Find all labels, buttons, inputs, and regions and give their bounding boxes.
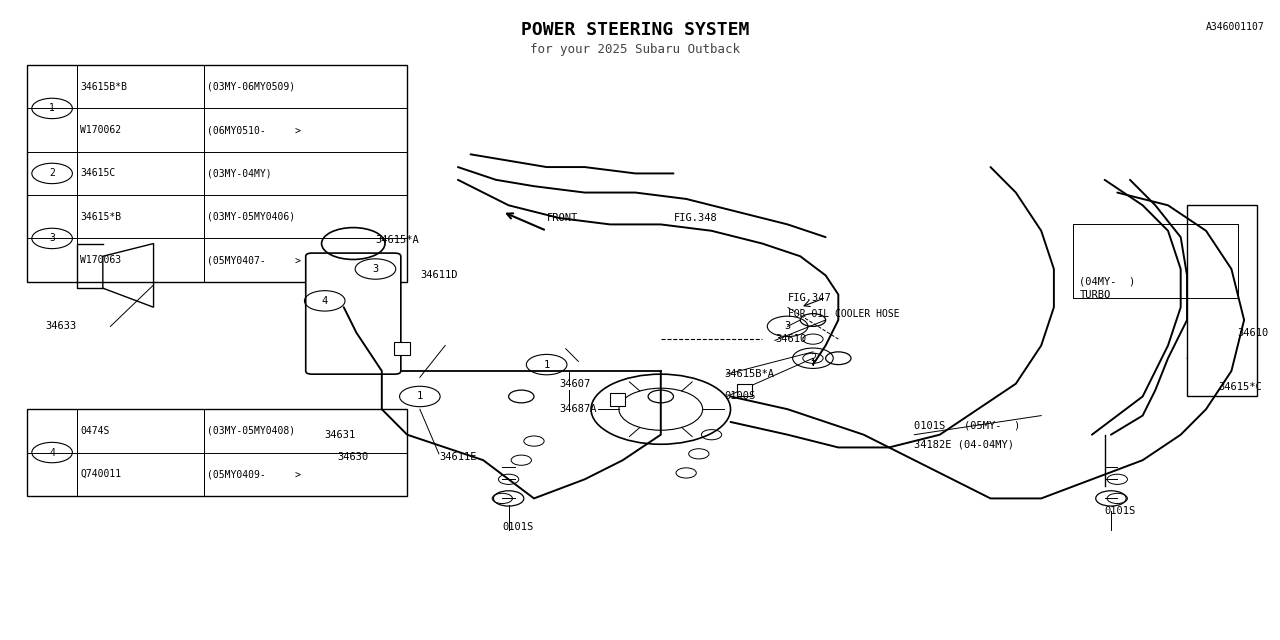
Text: 0100S: 0100S xyxy=(724,392,755,401)
Text: 1: 1 xyxy=(417,392,422,401)
Text: 34610: 34610 xyxy=(774,334,806,344)
Text: 34615*B: 34615*B xyxy=(81,212,122,222)
Text: W170063: W170063 xyxy=(81,255,122,265)
FancyBboxPatch shape xyxy=(306,253,401,374)
Text: 34615*C: 34615*C xyxy=(1219,382,1262,392)
Bar xyxy=(737,384,753,396)
Text: 34611D: 34611D xyxy=(420,270,457,280)
Text: FIG.347: FIG.347 xyxy=(787,292,831,303)
Text: 34615*A: 34615*A xyxy=(375,236,420,245)
Text: FRONT: FRONT xyxy=(547,213,577,223)
Text: 2: 2 xyxy=(49,168,55,179)
Text: FIG.348: FIG.348 xyxy=(673,213,717,223)
Text: (06MY0510-     >: (06MY0510- > xyxy=(207,125,301,135)
Text: TURBO: TURBO xyxy=(1079,289,1111,300)
Text: 0474S: 0474S xyxy=(81,426,109,436)
Text: 3: 3 xyxy=(785,321,791,332)
Text: (03MY-05MY0408): (03MY-05MY0408) xyxy=(207,426,294,436)
Text: 34630: 34630 xyxy=(338,452,369,462)
Text: 34615C: 34615C xyxy=(81,168,115,179)
Text: FOR OIL COOLER HOSE: FOR OIL COOLER HOSE xyxy=(787,308,900,319)
Text: Q740011: Q740011 xyxy=(81,469,122,479)
Text: (03MY-05MY0406): (03MY-05MY0406) xyxy=(207,212,294,222)
Bar xyxy=(394,342,410,355)
Text: 34631: 34631 xyxy=(325,429,356,440)
Text: 3: 3 xyxy=(49,234,55,243)
Text: (03MY-06MY0509): (03MY-06MY0509) xyxy=(207,82,294,92)
Text: 0101S: 0101S xyxy=(502,522,534,532)
Text: 1: 1 xyxy=(49,104,55,113)
Text: 3: 3 xyxy=(372,264,379,274)
Text: (03MY-04MY): (03MY-04MY) xyxy=(207,168,271,179)
Text: for your 2025 Subaru Outback: for your 2025 Subaru Outback xyxy=(530,43,740,56)
Text: 34610: 34610 xyxy=(1238,328,1268,338)
FancyBboxPatch shape xyxy=(1187,205,1257,396)
Text: W170062: W170062 xyxy=(81,125,122,135)
Text: A346001107: A346001107 xyxy=(1206,22,1265,32)
Text: 34182E (04-04MY): 34182E (04-04MY) xyxy=(914,439,1015,449)
Text: 34615B*A: 34615B*A xyxy=(724,369,774,379)
Text: POWER STEERING SYSTEM: POWER STEERING SYSTEM xyxy=(521,20,750,38)
Text: (05MY0409-     >: (05MY0409- > xyxy=(207,469,301,479)
Text: 34687A: 34687A xyxy=(559,404,596,414)
Text: 34607: 34607 xyxy=(559,379,590,388)
Text: 4: 4 xyxy=(321,296,328,306)
Text: 0101S   (05MY-  ): 0101S (05MY- ) xyxy=(914,420,1020,430)
FancyBboxPatch shape xyxy=(27,65,407,282)
Text: 2: 2 xyxy=(810,353,817,364)
Text: 4: 4 xyxy=(49,447,55,458)
Text: 34611E: 34611E xyxy=(439,452,476,462)
Text: 34615B*B: 34615B*B xyxy=(81,82,127,92)
Text: 34633: 34633 xyxy=(46,321,77,332)
Text: (05MY0407-     >: (05MY0407- > xyxy=(207,255,301,265)
Text: (04MY-  ): (04MY- ) xyxy=(1079,276,1135,287)
Text: 0101S: 0101S xyxy=(1105,506,1135,516)
Text: 1: 1 xyxy=(544,360,550,370)
Bar xyxy=(611,394,626,406)
FancyBboxPatch shape xyxy=(27,409,407,496)
